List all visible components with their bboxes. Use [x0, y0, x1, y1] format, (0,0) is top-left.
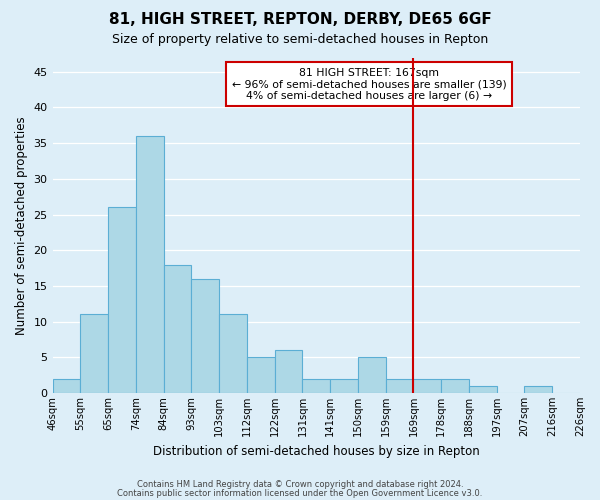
Bar	[386, 378, 413, 393]
Bar	[108, 208, 136, 393]
Bar	[469, 386, 497, 393]
Bar	[53, 378, 80, 393]
Text: 81, HIGH STREET, REPTON, DERBY, DE65 6GF: 81, HIGH STREET, REPTON, DERBY, DE65 6GF	[109, 12, 491, 28]
Text: 81 HIGH STREET: 167sqm
← 96% of semi-detached houses are smaller (139)
4% of sem: 81 HIGH STREET: 167sqm ← 96% of semi-det…	[232, 68, 506, 101]
Bar	[330, 378, 358, 393]
Bar	[302, 378, 330, 393]
Text: Size of property relative to semi-detached houses in Repton: Size of property relative to semi-detach…	[112, 32, 488, 46]
Bar	[80, 314, 108, 393]
Bar	[136, 136, 164, 393]
Bar	[191, 279, 219, 393]
Bar	[524, 386, 552, 393]
Text: Contains public sector information licensed under the Open Government Licence v3: Contains public sector information licen…	[118, 488, 482, 498]
Bar	[275, 350, 302, 393]
Bar	[441, 378, 469, 393]
Bar	[219, 314, 247, 393]
Bar	[247, 358, 275, 393]
Bar	[413, 378, 441, 393]
Bar	[358, 358, 386, 393]
Bar	[164, 264, 191, 393]
X-axis label: Distribution of semi-detached houses by size in Repton: Distribution of semi-detached houses by …	[153, 444, 479, 458]
Text: Contains HM Land Registry data © Crown copyright and database right 2024.: Contains HM Land Registry data © Crown c…	[137, 480, 463, 489]
Y-axis label: Number of semi-detached properties: Number of semi-detached properties	[15, 116, 28, 334]
